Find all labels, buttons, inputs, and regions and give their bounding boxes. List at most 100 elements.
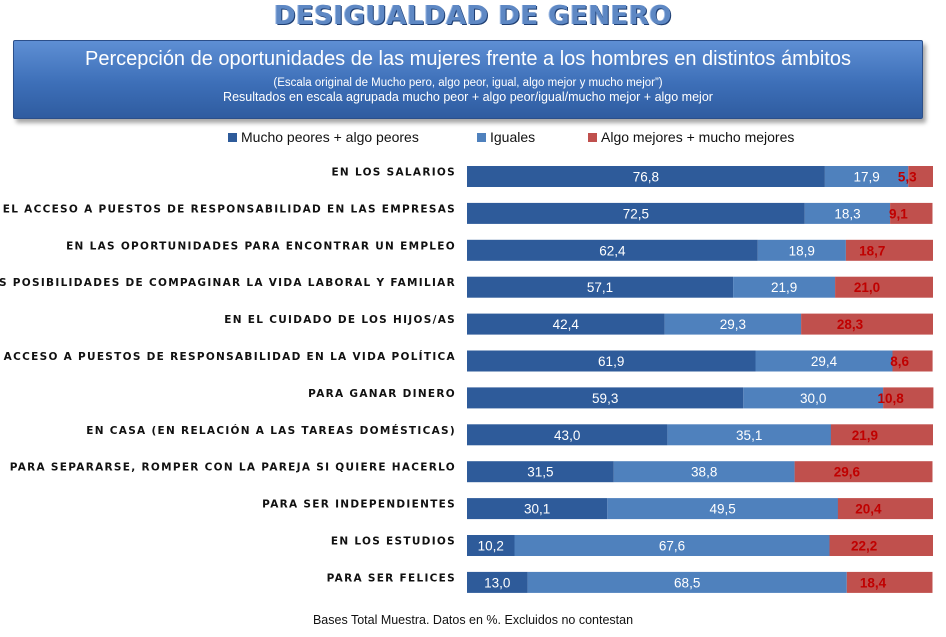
bar-segment (883, 387, 934, 409)
data-label: 57,1 (587, 280, 613, 295)
legend-label: Iguales (490, 129, 535, 145)
category-label: EN LAS POSIBILIDADES DE COMPAGINAR LA VI… (0, 277, 456, 289)
bar-segment (607, 498, 838, 520)
legend-swatch (588, 133, 597, 142)
banner-scale-note: (Escala original de Mucho pero, algo peo… (273, 77, 663, 89)
data-label: 18,9 (789, 243, 815, 258)
bar-segment (467, 535, 515, 556)
bar-segment (824, 166, 909, 187)
data-label: 10,2 (478, 539, 504, 554)
value-labels: 76,8 17,9 5,3 72,5 18,3 9,1 62,4 18,9 18,7 57,1 21… (478, 170, 918, 591)
bar-segment (467, 498, 608, 520)
title-banner: Percepción de oportunidades de las mujer… (13, 40, 923, 119)
bar-segment (467, 166, 825, 187)
chart-legend: Mucho peores + algo peores Iguales Algo me… (228, 129, 794, 145)
data-label: 5,3 (898, 170, 917, 185)
bar-segment (664, 313, 802, 335)
data-label: 28,3 (837, 317, 864, 332)
bar-segment (845, 239, 933, 261)
data-label: 21,9 (852, 428, 878, 443)
bar-segment (757, 239, 846, 261)
bar-segment (794, 461, 933, 483)
bar-segment (514, 535, 830, 556)
bar-segment (467, 350, 756, 372)
bar-segment (467, 571, 528, 593)
bar-segment (667, 424, 831, 446)
bar-segment (467, 276, 734, 298)
data-label: 62,4 (599, 243, 626, 258)
bar-segment (743, 387, 884, 409)
bar-segment (801, 313, 933, 335)
data-label: 21,0 (854, 280, 880, 295)
data-label: 59,3 (592, 391, 618, 406)
bar-segment (755, 350, 893, 372)
data-label: 18,7 (859, 243, 885, 258)
data-label: 67,6 (659, 539, 685, 554)
data-label: 68,5 (674, 575, 700, 590)
category-labels: EN LOS SALARIOS EN EL ACCESO A PUESTOS DE… (0, 167, 456, 585)
bar-segment (527, 571, 847, 593)
bar-segment (467, 313, 665, 335)
bar-segment (467, 424, 668, 446)
data-label: 22,2 (851, 539, 877, 554)
data-label: 8,6 (890, 354, 909, 369)
category-label: PARA SEPARARSE, ROMPER CON LA PAREJA SI … (10, 462, 456, 474)
bar-segment (908, 166, 933, 187)
bar-segment (829, 535, 933, 556)
legend-label: Mucho peores + algo peores (241, 129, 419, 145)
data-label: 30,0 (800, 391, 826, 406)
data-label: 30,1 (524, 502, 550, 517)
banner-title: Percepción de oportunidades de las mujer… (85, 48, 851, 70)
bar-segment (733, 276, 836, 298)
bar-segment (890, 202, 933, 224)
category-label: PARA SER INDEPENDIENTES (262, 499, 456, 511)
data-label: 18,4 (860, 575, 887, 590)
category-label: EN LAS OPORTUNIDADES PARA ENCONTRAR UN E… (66, 240, 456, 252)
legend-swatch (477, 133, 486, 142)
data-label: 38,8 (691, 465, 717, 480)
bar-segment (846, 571, 933, 593)
data-label: 29,3 (720, 317, 746, 332)
data-label: 29,4 (811, 354, 838, 369)
data-label: 61,9 (598, 354, 624, 369)
bar-segment (892, 350, 933, 372)
bar-segment (837, 498, 933, 520)
data-label: 29,6 (834, 465, 861, 480)
category-label: EN CASA (EN RELACIÓN A LAS TAREAS DOMÉST… (86, 424, 456, 437)
data-label: 10,8 (878, 391, 905, 406)
banner-grouping-note: Resultados en escala agrupada mucho peor… (223, 90, 713, 104)
data-label: 76,8 (633, 170, 659, 185)
legend-swatch (228, 133, 237, 142)
category-label: EN EL CUIDADO DE LOS HIJOS/AS (224, 314, 456, 326)
data-label: 13,0 (484, 575, 510, 590)
footnote: Bases Total Muestra. Datos en %. Excluid… (312, 613, 634, 627)
data-label: 31,5 (527, 465, 553, 480)
data-label: 20,4 (855, 502, 882, 517)
bar-segment (804, 202, 891, 224)
legend-label: Algo mejores + mucho mejores (601, 129, 794, 145)
bar-segment (613, 461, 795, 483)
bar-segment (835, 276, 933, 298)
data-label: 17,9 (853, 170, 879, 185)
data-label: 72,5 (623, 206, 649, 221)
category-label: PARA SER FELICES (327, 572, 456, 584)
data-label: 49,5 (709, 502, 735, 517)
data-label: 43,0 (554, 428, 580, 443)
bar-segment (467, 202, 805, 224)
bar-segment (467, 387, 744, 409)
category-label: EN EL ACCESO A PUESTOS DE RESPONSABILIDA… (0, 350, 456, 363)
category-label: EN EL ACCESO A PUESTOS DE RESPONSABILIDA… (0, 203, 456, 215)
data-label: 18,3 (834, 206, 860, 221)
data-label: 21,9 (771, 280, 797, 295)
data-label: 35,1 (736, 428, 762, 443)
bar-segment (467, 239, 758, 261)
category-label: EN LOS ESTUDIOS (331, 536, 456, 548)
bar-segment (830, 424, 933, 446)
main-title: DESIGUALDAD DE GENERO (273, 1, 673, 31)
category-label: PARA GANAR DINERO (308, 388, 456, 400)
bar-segment (467, 461, 614, 483)
data-label: 42,4 (553, 317, 580, 332)
bars (467, 166, 934, 593)
data-label: 9,1 (889, 206, 908, 221)
